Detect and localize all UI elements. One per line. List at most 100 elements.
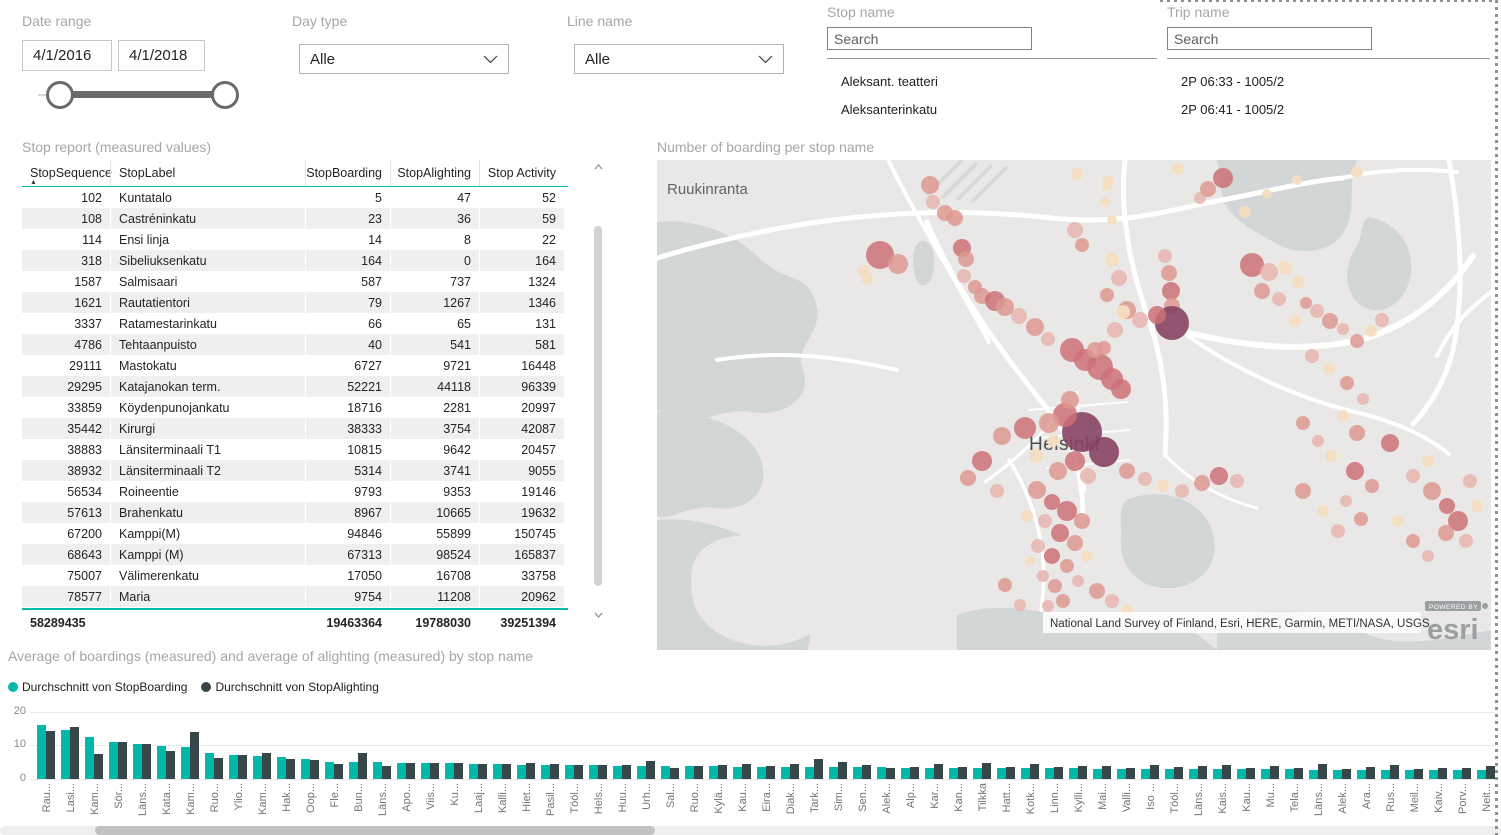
map-bubble[interactable] xyxy=(1042,600,1054,612)
map-bubble[interactable] xyxy=(1038,514,1052,528)
bar-boarding[interactable] xyxy=(397,763,406,779)
stop-name-list-item[interactable]: Aleksanterinkatu xyxy=(827,95,938,123)
map-bubble[interactable] xyxy=(861,273,873,285)
map-bubble[interactable] xyxy=(1049,462,1067,480)
bar-boarding[interactable] xyxy=(469,764,478,779)
bar-alighting[interactable] xyxy=(502,764,511,779)
map-bubble[interactable] xyxy=(1349,425,1365,441)
map-bubble[interactable] xyxy=(998,578,1012,592)
bar-boarding[interactable] xyxy=(373,762,382,779)
map-bubble[interactable] xyxy=(1132,312,1148,328)
bar-alighting[interactable] xyxy=(1078,766,1087,779)
table-row[interactable]: 38883Länsiterminaali T110815964220457 xyxy=(22,439,568,460)
bar-boarding[interactable] xyxy=(61,730,70,779)
bar-alighting[interactable] xyxy=(478,764,487,779)
bar-alighting[interactable] xyxy=(646,761,655,779)
bar-alighting[interactable] xyxy=(718,765,727,779)
map-bubble[interactable] xyxy=(1459,534,1473,548)
map-bubble[interactable] xyxy=(1051,524,1069,542)
map-bubble[interactable] xyxy=(947,210,963,226)
map-bubble[interactable] xyxy=(1157,480,1169,492)
bar-boarding[interactable] xyxy=(349,762,358,779)
map-bubble[interactable] xyxy=(1340,495,1352,507)
bar-alighting[interactable] xyxy=(358,753,367,779)
bar-alighting[interactable] xyxy=(454,763,463,779)
map-bubble[interactable] xyxy=(1357,393,1369,405)
bar-alighting[interactable] xyxy=(1414,769,1423,779)
day-type-dropdown[interactable]: Alle xyxy=(299,44,509,74)
table-row[interactable]: 38932Länsiterminaali T2531437419055 xyxy=(22,460,568,481)
bar-boarding[interactable] xyxy=(445,763,454,779)
map-bubble[interactable] xyxy=(1075,238,1089,252)
bar-boarding[interactable] xyxy=(1261,769,1270,779)
trip-name-search-input[interactable] xyxy=(1167,27,1372,50)
bar-alighting[interactable] xyxy=(1198,766,1207,779)
map-bubble[interactable] xyxy=(1119,463,1135,479)
table-row[interactable]: 102Kuntatalo54752 xyxy=(22,187,568,208)
bar-alighting[interactable] xyxy=(910,767,919,779)
bar-boarding[interactable] xyxy=(973,768,982,779)
map-bubble[interactable] xyxy=(1111,379,1131,399)
bar-boarding[interactable] xyxy=(853,767,862,779)
bar-boarding[interactable] xyxy=(613,766,622,779)
map-bubble[interactable] xyxy=(1097,341,1111,355)
map-bubble[interactable] xyxy=(1089,583,1105,599)
bar-alighting[interactable] xyxy=(94,754,103,779)
map-bubble[interactable] xyxy=(1014,417,1036,439)
bar-alighting[interactable] xyxy=(1366,767,1375,779)
map-bubble[interactable] xyxy=(1230,474,1244,488)
bar-boarding[interactable] xyxy=(1165,769,1174,779)
table-row[interactable]: 67200Kamppi(M)9484655899150745 xyxy=(22,523,568,544)
map-bubble[interactable] xyxy=(1031,539,1045,553)
map-bubble[interactable] xyxy=(1278,261,1292,275)
legend-item[interactable]: Durchschnitt von StopBoarding xyxy=(8,680,187,694)
map-bubble[interactable] xyxy=(1337,410,1349,422)
table-row[interactable]: 3337Ratamestarinkatu6665131 xyxy=(22,313,568,334)
bar-boarding[interactable] xyxy=(1045,768,1054,779)
map-bubble[interactable] xyxy=(972,451,992,471)
map-bubble[interactable] xyxy=(1102,176,1114,188)
map-bubble[interactable] xyxy=(1029,449,1043,463)
bar-alighting[interactable] xyxy=(1342,769,1351,779)
bar-alighting[interactable] xyxy=(262,753,271,779)
map-bubble[interactable] xyxy=(1056,594,1070,608)
bar-boarding[interactable] xyxy=(301,759,310,779)
date-start-input[interactable] xyxy=(22,40,112,71)
map-bubble[interactable] xyxy=(1072,575,1084,587)
bar-boarding[interactable] xyxy=(829,767,838,779)
map-bubble[interactable] xyxy=(1061,391,1079,409)
bar-alighting[interactable] xyxy=(1102,766,1111,779)
bar-alighting[interactable] xyxy=(1054,767,1063,779)
bar-alighting[interactable] xyxy=(430,763,439,779)
map-bubble[interactable] xyxy=(1351,166,1363,178)
map-bubble[interactable] xyxy=(1025,556,1035,566)
map-bubble[interactable] xyxy=(1423,482,1441,500)
map-bubble[interactable] xyxy=(1138,472,1152,486)
map-bubble[interactable] xyxy=(1312,435,1324,447)
table-row[interactable]: 4786Tehtaanpuisto40541581 xyxy=(22,334,568,355)
column-header-stopsequence[interactable]: StopSequence ▲ xyxy=(22,160,110,186)
map-bubble[interactable] xyxy=(1175,484,1189,498)
table-row[interactable]: 1621Rautatientori7912671346 xyxy=(22,292,568,313)
trip-name-list-item[interactable]: 2P 06:41 - 1005/2 xyxy=(1167,95,1284,123)
map-bubble[interactable] xyxy=(1067,222,1083,238)
bar-alighting[interactable] xyxy=(1294,768,1303,779)
map-bubble[interactable] xyxy=(1074,513,1090,529)
map-bubble[interactable] xyxy=(1014,599,1026,611)
map-bubble[interactable] xyxy=(1438,525,1454,541)
bar-boarding[interactable] xyxy=(421,763,430,779)
map-bubble[interactable] xyxy=(1158,249,1172,263)
map-bubble[interactable] xyxy=(1148,306,1166,324)
bar-alighting[interactable] xyxy=(1438,768,1447,779)
bar-alighting[interactable] xyxy=(1030,764,1039,779)
table-row[interactable]: 108Castréninkatu233659 xyxy=(22,208,568,229)
bar-boarding[interactable] xyxy=(1453,770,1462,779)
bar-boarding[interactable] xyxy=(229,755,238,780)
map-bubble[interactable] xyxy=(1081,550,1093,562)
bar-boarding[interactable] xyxy=(1021,768,1030,779)
bar-alighting[interactable] xyxy=(886,768,895,779)
bar-boarding[interactable] xyxy=(1333,770,1342,779)
trip-name-list-item[interactable]: 2P 06:33 - 1005/2 xyxy=(1167,67,1284,95)
bar-alighting[interactable] xyxy=(286,759,295,779)
map-bubble[interactable] xyxy=(1039,413,1059,433)
